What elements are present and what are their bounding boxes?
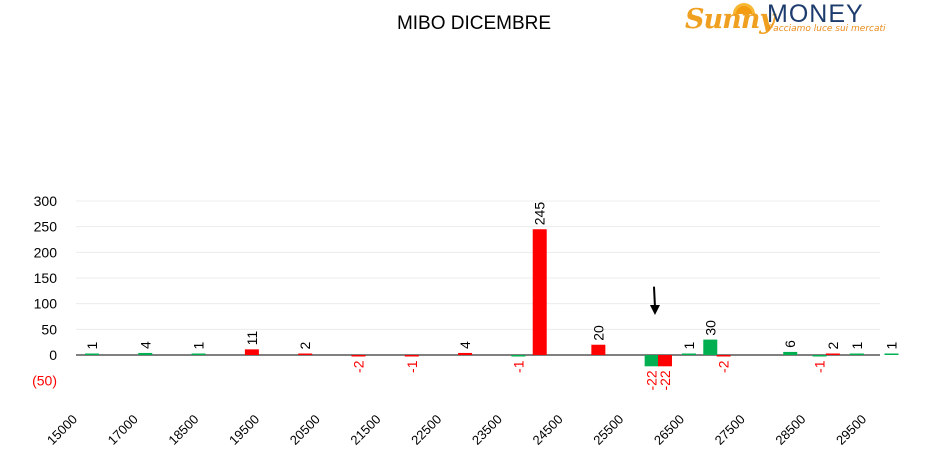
bar [244,349,259,355]
y-axis: 300 250 200 150 100 50 0 (50) [32,193,57,389]
data-label: 1 [84,342,100,350]
x-tick-label: 28500 [772,412,808,448]
x-axis: 15000 17000 18500 19500 20500 21500 22500 23500… [44,412,869,448]
x-tick-label: 27500 [712,412,748,448]
bar [825,353,840,355]
arrow-head-icon [649,304,660,315]
bar [657,355,672,367]
bar [703,339,718,355]
bar [849,353,864,355]
bar [85,353,99,355]
data-label: 1 [191,342,207,350]
x-tick-label: 19500 [226,412,262,448]
y-tick-label: 200 [34,244,58,260]
y-tick-label: 100 [34,296,58,312]
data-label: 1 [681,342,697,350]
y-tick-label: 150 [34,270,58,286]
logo-tagline: Facciamo luce sui mercati [768,24,886,34]
data-label: 2 [297,342,313,350]
data-label: 11 [244,331,260,346]
data-label: -1 [404,360,420,373]
x-tick-label: 26500 [651,412,687,448]
data-label: 4 [137,341,153,349]
arrow-line [652,286,656,308]
bar [591,344,606,355]
x-tick-label: 18500 [165,412,201,448]
data-label: -2 [716,360,732,373]
data-label: -1 [510,360,526,373]
bar [681,353,696,355]
data-label: 1 [849,342,865,350]
data-label: -22 [644,370,660,390]
sun-icon [733,3,755,14]
chart-title: MIBO DICEMBRE [397,13,551,34]
bar [191,353,206,355]
logo-sunny-text: Sunny [685,4,775,35]
data-label: 245 [532,202,548,226]
bar [783,351,798,355]
x-tick-label: 23500 [469,412,505,448]
x-tick-label: 22500 [408,412,444,448]
data-label: -1 [812,360,828,373]
bar-group [85,229,899,367]
x-tick-label: 17000 [105,412,141,448]
y-tick-label: 300 [34,193,58,209]
y-tick-label: (50) [32,373,57,389]
bar [298,353,313,355]
data-label: 20 [590,325,606,341]
data-label: 2 [825,342,841,350]
bar [511,355,526,357]
bar [884,353,899,355]
data-label: -22 [657,370,673,390]
data-label: 6 [782,340,798,348]
bar [404,355,419,357]
logo-money-text: MONEY [767,0,864,28]
sunny-money-logo: Sunny MONEY Facciamo luce sui mercati [683,0,886,40]
x-tick-label: 15000 [44,412,80,448]
bar [812,355,827,357]
x-tick-label: 25500 [590,412,626,448]
bar [532,229,547,355]
data-label: 1 [884,342,900,350]
data-label: 4 [457,341,473,349]
y-tick-label: 50 [41,321,57,337]
y-tick-label: 0 [49,347,57,363]
x-tick-label: 29500 [833,412,869,448]
data-label: 30 [702,320,718,336]
bar [644,355,659,367]
bar [716,355,731,357]
bar [458,352,473,355]
chart-grid [76,200,880,356]
annotation [649,286,660,315]
x-tick-label: 20500 [287,412,323,448]
x-tick-label: 24500 [530,412,566,448]
x-tick-label: 21500 [347,412,383,448]
bar [138,352,153,355]
data-label: -2 [351,360,367,373]
y-tick-label: 250 [34,219,58,235]
bar [351,355,366,357]
